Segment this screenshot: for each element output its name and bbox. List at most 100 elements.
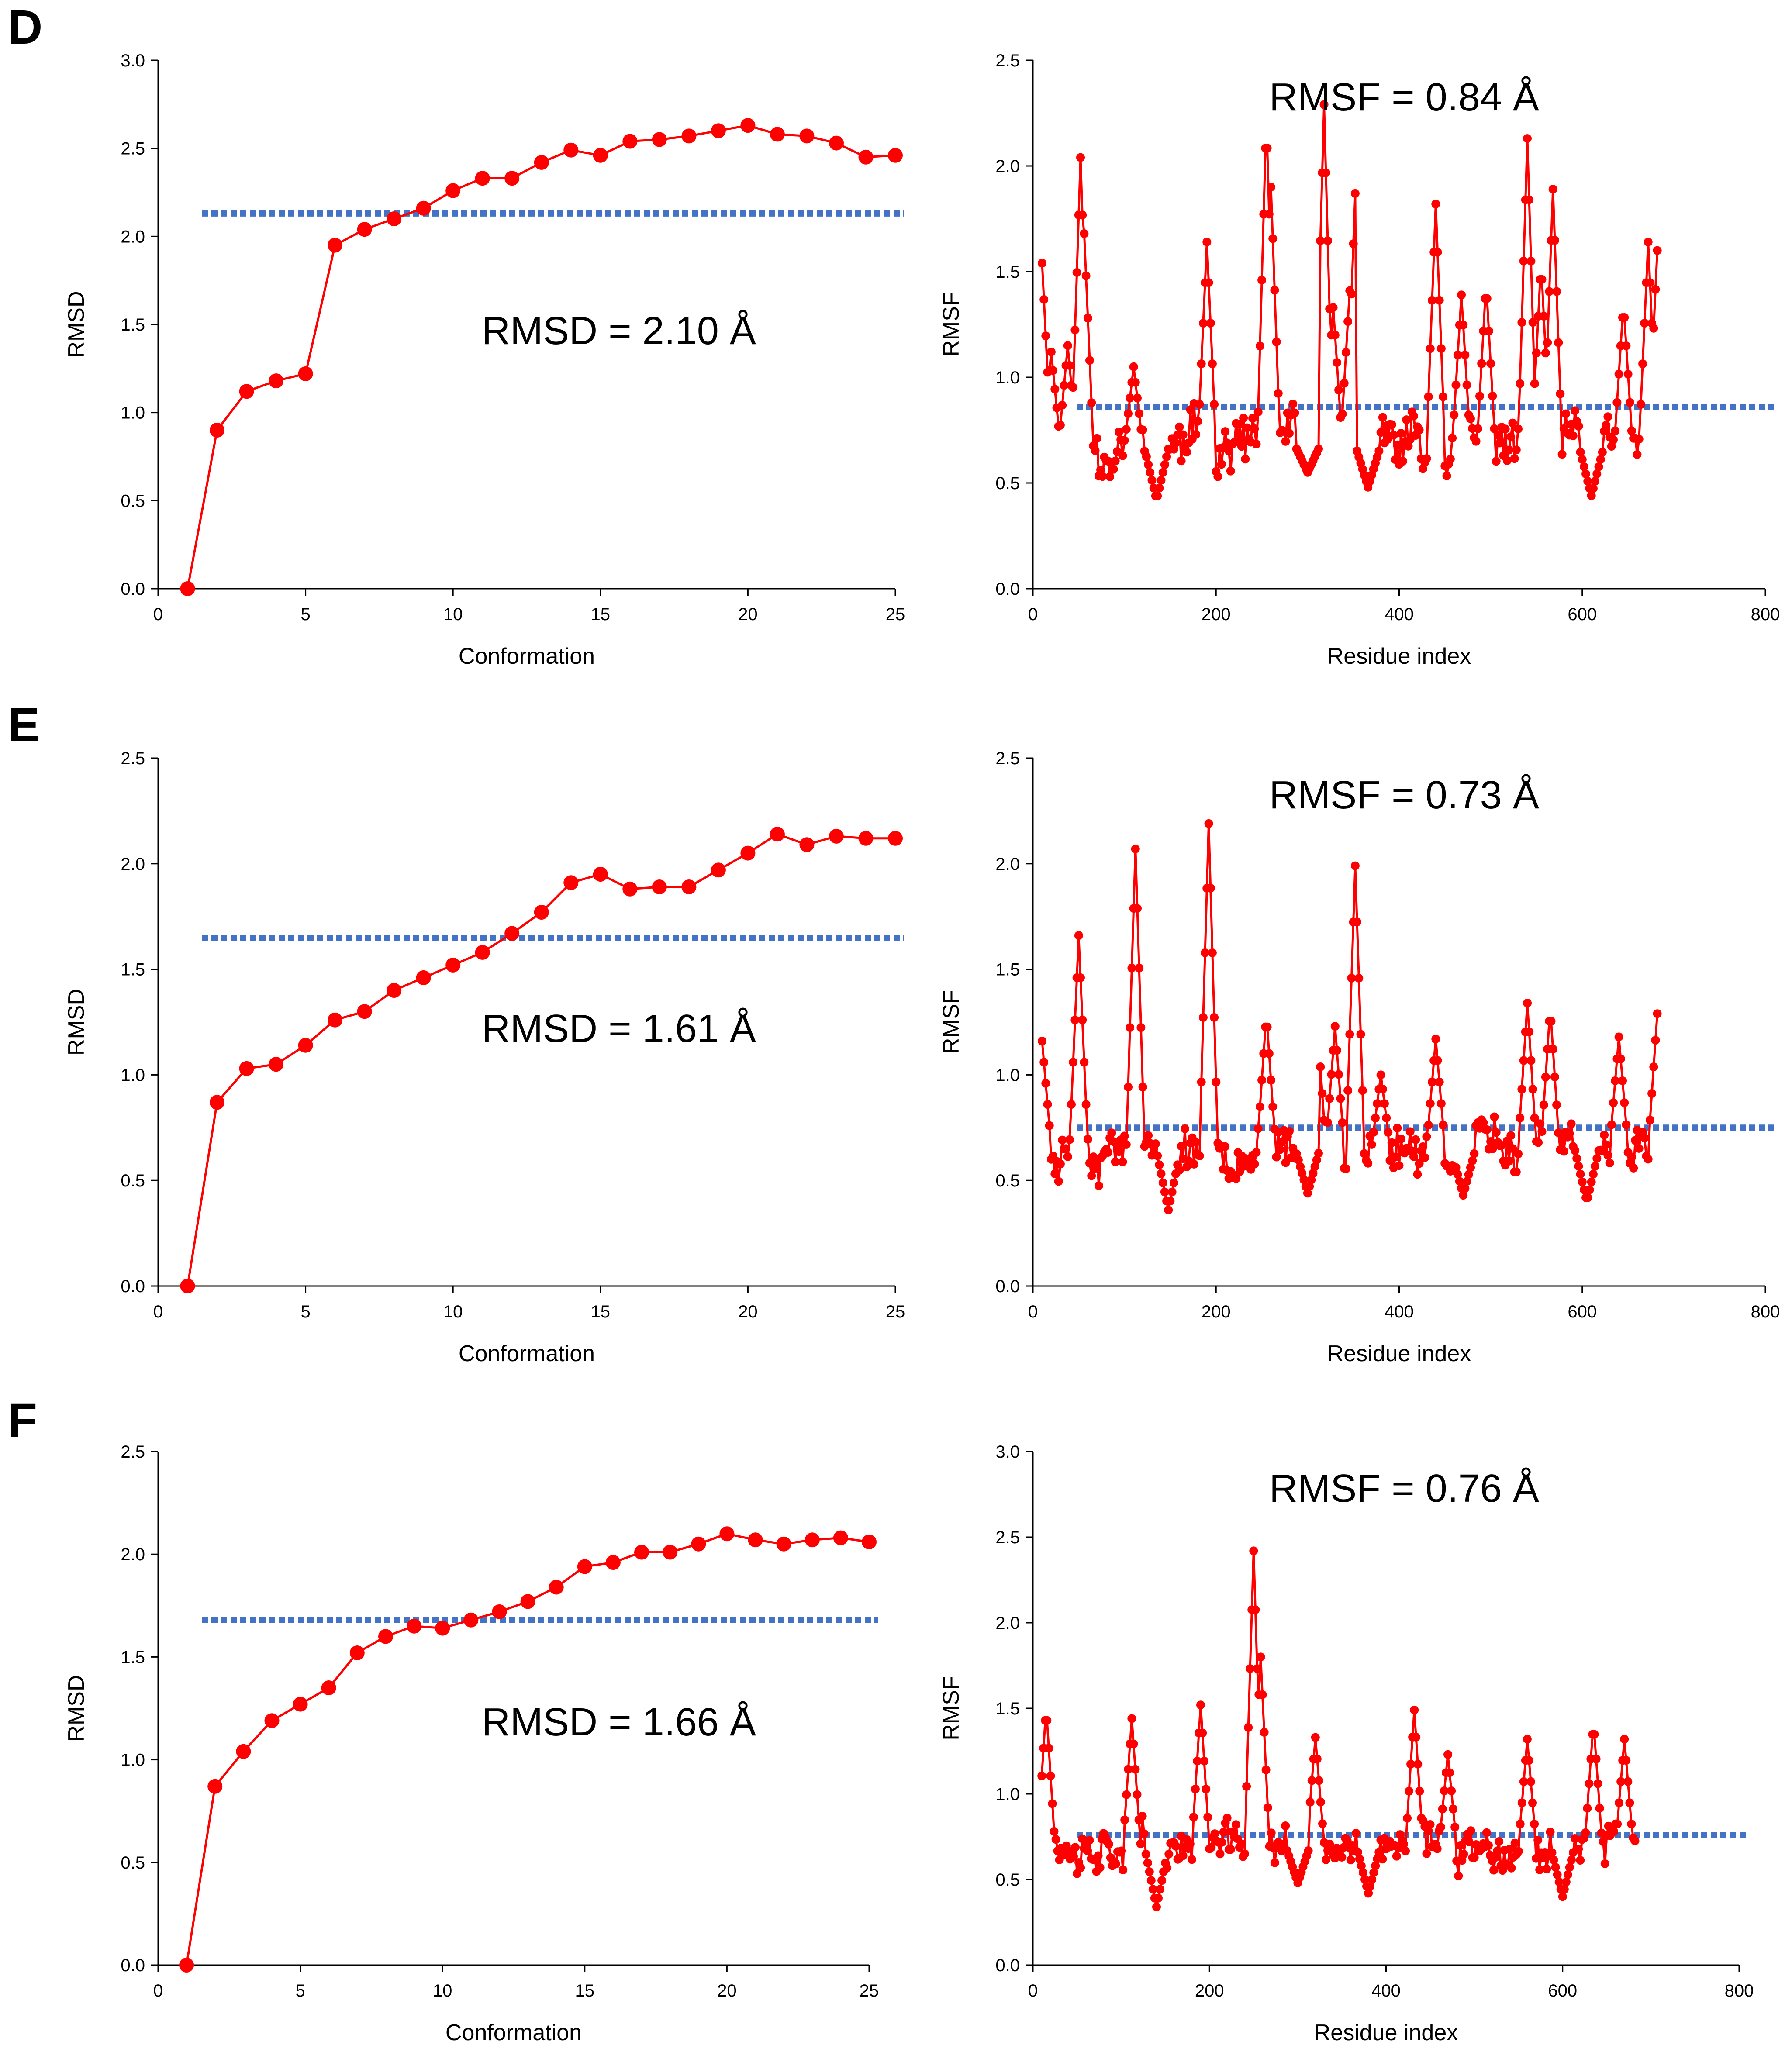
- data-point: [1193, 417, 1202, 426]
- data-point: [1525, 1027, 1534, 1036]
- x-tick-label: 15: [591, 605, 611, 624]
- data-point: [1091, 446, 1100, 455]
- chart-F-rmsf: 0.0 0.5 1.0 1.5 2.0 2.5 3.0 0 200 400 600 800 Residu…: [939, 1442, 1754, 2045]
- data-point: [1197, 359, 1206, 368]
- data-point: [1270, 286, 1279, 295]
- data-point: [1468, 1156, 1477, 1165]
- data-point: [1454, 1871, 1463, 1880]
- data-point: [1401, 1846, 1410, 1855]
- data-point: [1517, 1085, 1526, 1094]
- data-point: [1486, 359, 1495, 368]
- data-point: [1043, 1716, 1052, 1725]
- data-point: [1256, 1652, 1265, 1662]
- data-point: [1290, 408, 1299, 417]
- data-point: [1371, 1861, 1380, 1870]
- data-point: [1415, 425, 1424, 435]
- data-point: [1242, 1782, 1251, 1791]
- data-point: [1050, 1169, 1060, 1178]
- data-point: [1260, 1728, 1269, 1737]
- data-point: [1622, 341, 1631, 350]
- data-point: [1539, 312, 1548, 321]
- data-point: [1625, 1798, 1634, 1807]
- data-point: [1514, 1149, 1523, 1159]
- data-point: [1122, 1140, 1131, 1149]
- chart-D-rmsd: D 0.0 0.5 1.0 1.5 2.0 2.5 3.0 0 5 10 15 20 25 Conforma…: [8, 0, 905, 669]
- data-point: [1138, 1083, 1147, 1092]
- data-point: [1552, 1100, 1561, 1110]
- data-point: [1253, 407, 1263, 417]
- y-tick-label: 0.0: [121, 579, 145, 599]
- data-point: [1374, 1848, 1384, 1857]
- data-point: [1138, 425, 1147, 435]
- y-tick-label: 1.0: [121, 1066, 145, 1085]
- data-point: [1410, 1705, 1419, 1714]
- data-point: [776, 1536, 791, 1552]
- x-tick-label: 10: [433, 1981, 452, 2000]
- data-point: [1284, 1127, 1294, 1136]
- data-point: [1309, 1169, 1318, 1178]
- data-point: [1255, 1102, 1264, 1111]
- data-point: [740, 845, 756, 861]
- data-point: [1543, 338, 1552, 347]
- data-point: [1141, 1849, 1150, 1859]
- data-point: [1447, 1786, 1456, 1795]
- data-point: [1448, 434, 1457, 443]
- data-point: [1517, 318, 1526, 327]
- y-tick-label: 2.5: [121, 749, 145, 768]
- data-point: [1281, 437, 1290, 446]
- data-point: [1124, 1765, 1133, 1774]
- data-point: [1191, 1785, 1200, 1793]
- data-point: [1257, 276, 1267, 285]
- data-point: [1523, 999, 1532, 1007]
- annotation-label: RMSF = 0.84 Å: [1269, 76, 1539, 119]
- data-point: [1115, 1147, 1123, 1156]
- data-point: [1267, 183, 1275, 192]
- data-point: [1636, 400, 1645, 409]
- data-point: [1124, 1083, 1133, 1092]
- data-point: [1314, 1776, 1323, 1785]
- data-point: [1151, 1139, 1160, 1148]
- data-point: [1422, 1849, 1431, 1858]
- data-point: [1051, 1835, 1060, 1844]
- y-tick-label: 0.0: [121, 1956, 145, 1975]
- data-point: [180, 1279, 195, 1293]
- data-point: [1384, 1128, 1393, 1137]
- data-point: [1120, 1815, 1129, 1824]
- x-tick-label: 0: [153, 1302, 163, 1321]
- data-point: [1424, 392, 1433, 401]
- data-point: [805, 1532, 820, 1548]
- data-point: [1094, 1851, 1103, 1860]
- data-point: [1076, 153, 1085, 162]
- data-point: [799, 128, 815, 144]
- data-point: [1510, 454, 1519, 463]
- data-point: [829, 828, 844, 844]
- data-point: [1559, 1147, 1568, 1156]
- data-point: [1197, 1077, 1206, 1086]
- data-point: [1466, 1826, 1475, 1835]
- data-point: [1239, 414, 1248, 423]
- data-point: [1204, 819, 1213, 828]
- x-axis-label: Conformation: [459, 1341, 595, 1366]
- data-point: [1618, 1076, 1627, 1085]
- data-point: [1571, 1834, 1579, 1843]
- data-point: [1279, 1839, 1288, 1849]
- data-point: [534, 155, 549, 170]
- data-point: [1579, 462, 1588, 471]
- data-point: [1177, 456, 1186, 466]
- data-point: [1537, 1127, 1547, 1136]
- data-point: [1638, 359, 1647, 368]
- data-point: [1087, 1171, 1096, 1180]
- data-point: [1061, 1144, 1070, 1153]
- data-point: [1633, 450, 1642, 459]
- data-point: [269, 373, 284, 389]
- data-point: [1525, 195, 1534, 204]
- data-point: [1591, 476, 1600, 486]
- data-point: [1158, 468, 1167, 477]
- x-tick-label: 20: [738, 1302, 758, 1321]
- data-point: [1424, 1121, 1433, 1130]
- data-point: [1588, 484, 1598, 493]
- panel-letter-E: E: [8, 698, 40, 752]
- data-point: [1653, 246, 1662, 255]
- data-point: [1350, 861, 1360, 870]
- y-tick-label: 2.5: [121, 139, 145, 159]
